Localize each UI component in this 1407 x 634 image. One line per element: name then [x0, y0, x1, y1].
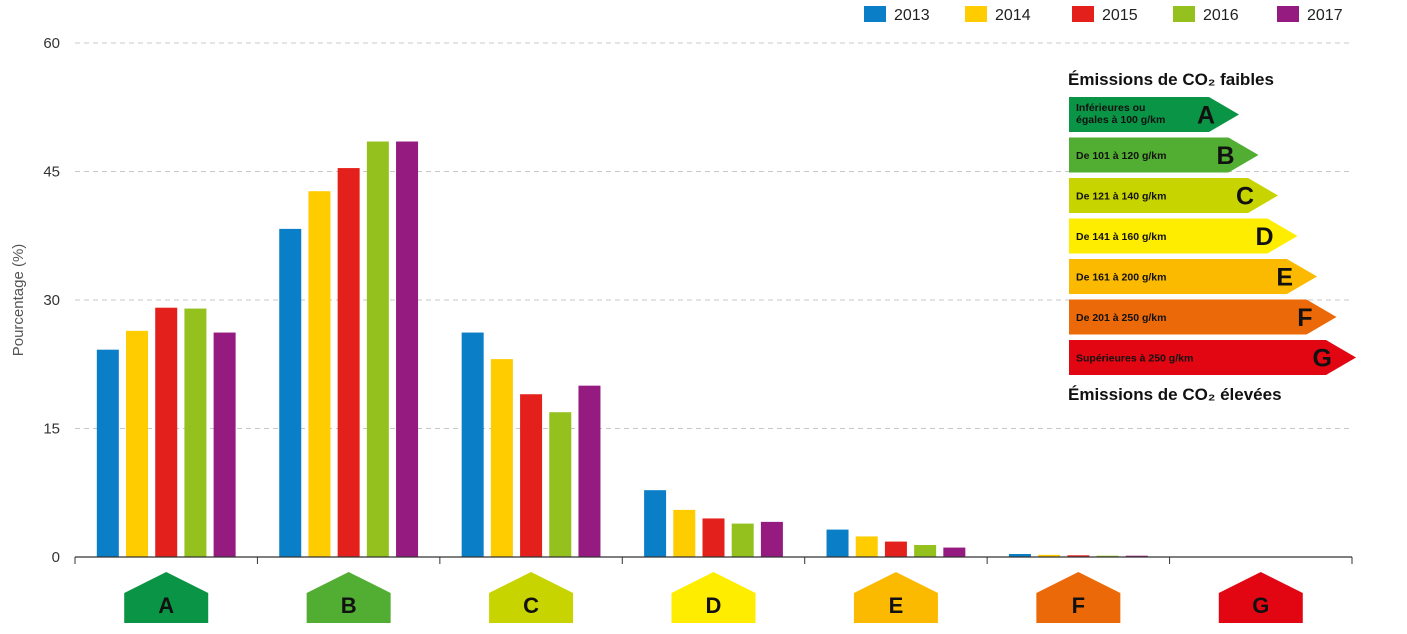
bar-C-2016	[549, 412, 572, 557]
category-label-C: C	[523, 593, 539, 618]
legend-swatch-2016	[1173, 6, 1195, 22]
category-house-C	[489, 572, 574, 623]
co2-scale-panel: Émissions de CO₂ faibles Inférieures ouég…	[1068, 70, 1356, 404]
bar-A-2014	[126, 330, 149, 557]
category-label-D: D	[706, 593, 722, 618]
scale-band-desc-G: Supérieures à 250 g/km	[1076, 353, 1193, 365]
scale-band-letter-A: A	[1197, 102, 1215, 130]
scale-title-low: Émissions de CO₂ faibles	[1068, 70, 1274, 89]
scale-band-D	[1069, 218, 1298, 254]
category-house-F	[1036, 572, 1121, 623]
scale-band-letter-D: D	[1255, 223, 1273, 251]
bar-E-2016	[914, 545, 937, 557]
scale-band-desc-C: De 121 à 140 g/km	[1076, 191, 1166, 203]
bar-E-2017	[943, 547, 966, 557]
scale-band-letter-F: F	[1297, 304, 1312, 332]
scale-band-A	[1069, 97, 1239, 132]
scale-band-desc-E: De 161 à 200 g/km	[1076, 272, 1166, 284]
x-axis	[74, 556, 1353, 564]
bar-F-2015	[1067, 555, 1090, 557]
legend-label-2013: 2013	[894, 7, 930, 24]
scale-band-G	[1069, 340, 1356, 375]
bar-C-2013	[461, 332, 484, 557]
bar-D-2013	[644, 490, 667, 557]
y-axis: 0 15 30 45 60	[43, 35, 60, 566]
category-house-B	[306, 572, 391, 623]
scale-band-desc-D: De 141 à 160 g/km	[1076, 231, 1166, 243]
bar-F-2017	[1125, 555, 1148, 557]
scale-band-letter-G: G	[1313, 345, 1332, 373]
y-tick-label: 15	[43, 421, 60, 438]
scale-band-E	[1069, 259, 1317, 294]
y-axis-label: Pourcentage (%)	[10, 244, 27, 357]
legend-swatch-2013	[864, 6, 886, 22]
bar-E-2014	[855, 536, 878, 557]
category-labels: A B C D E F G	[124, 572, 1303, 623]
bar-F-2013	[1008, 554, 1031, 557]
scale-band-letter-B: B	[1216, 142, 1234, 170]
bar-F-2016	[1096, 555, 1119, 557]
category-label-E: E	[889, 593, 904, 618]
scale-band-letter-E: E	[1276, 264, 1293, 292]
category-label-A: A	[158, 593, 174, 618]
bar-B-2014	[308, 191, 331, 557]
legend-swatch-2017	[1277, 6, 1299, 22]
category-house-E	[853, 572, 938, 623]
scale-band-B	[1069, 137, 1259, 173]
category-house-A	[124, 572, 209, 623]
legend-swatch-2015	[1072, 6, 1094, 22]
bar-A-2013	[96, 349, 119, 557]
category-house-D	[671, 572, 756, 623]
y-tick-label: 30	[43, 292, 60, 309]
bars	[96, 141, 1331, 558]
legend-swatch-2014	[965, 6, 987, 22]
bar-D-2017	[760, 521, 783, 557]
bar-B-2015	[337, 168, 360, 557]
category-label-G: G	[1252, 593, 1269, 618]
bar-C-2017	[578, 385, 601, 557]
scale-band-F	[1069, 299, 1337, 335]
bar-A-2017	[213, 332, 236, 557]
bar-B-2016	[366, 141, 389, 557]
category-label-B: B	[341, 593, 357, 618]
bar-D-2014	[673, 509, 696, 557]
scale-band-desc-F: De 201 à 250 g/km	[1076, 312, 1166, 324]
scale-band-desc-A: égales à 100 g/km	[1076, 114, 1165, 126]
bar-B-2017	[396, 141, 419, 557]
scale-band-C	[1069, 178, 1278, 213]
scale-title-high: Émissions de CO₂ élevées	[1068, 385, 1282, 404]
legend-label-2016: 2016	[1203, 7, 1239, 24]
bar-E-2013	[826, 529, 849, 557]
bar-D-2016	[731, 523, 754, 557]
y-tick-label: 45	[43, 164, 60, 181]
legend-label-2017: 2017	[1307, 7, 1343, 24]
category-label-F: F	[1072, 593, 1085, 618]
legend-label-2015: 2015	[1102, 7, 1138, 24]
bar-D-2015	[702, 518, 725, 557]
bar-C-2014	[490, 359, 513, 557]
bar-B-2013	[279, 228, 302, 557]
legend-label-2014: 2014	[995, 7, 1031, 24]
scale-band-letter-C: C	[1236, 183, 1254, 211]
y-tick-label: 60	[43, 35, 60, 52]
scale-band-desc-A: Inférieures ou	[1076, 102, 1145, 114]
bar-F-2014	[1038, 554, 1061, 557]
y-tick-label: 0	[52, 549, 60, 566]
category-house-G	[1218, 572, 1303, 623]
bar-C-2015	[520, 394, 543, 557]
legend: 2013 2014 2015 2016 2017	[864, 6, 1343, 24]
bar-A-2015	[155, 307, 178, 557]
bar-A-2016	[184, 308, 207, 557]
scale-band-desc-B: De 101 à 120 g/km	[1076, 150, 1166, 162]
bar-E-2015	[884, 541, 907, 557]
